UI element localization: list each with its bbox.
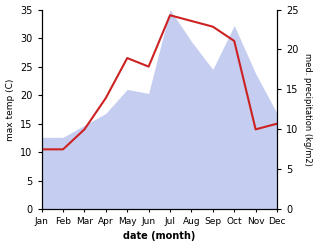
Y-axis label: max temp (C): max temp (C) — [5, 78, 15, 141]
X-axis label: date (month): date (month) — [123, 231, 196, 242]
Y-axis label: med. precipitation (kg/m2): med. precipitation (kg/m2) — [303, 53, 313, 166]
